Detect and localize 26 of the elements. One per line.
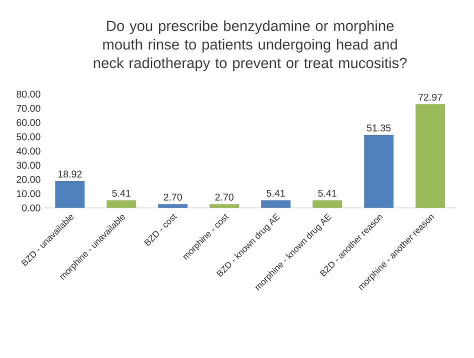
data-label: 2.70 — [215, 194, 234, 201]
y-tick-label: 50.00 — [16, 133, 40, 140]
bar — [55, 181, 85, 208]
bar — [261, 200, 291, 208]
y-tick-label: 20.00 — [16, 176, 40, 183]
bar — [210, 204, 240, 208]
y-tick-label: 80.00 — [16, 90, 40, 98]
data-label: 72.97 — [418, 94, 442, 101]
y-tick-label: 60.00 — [16, 119, 40, 126]
bar — [364, 134, 394, 208]
y-tick-label: 70.00 — [16, 104, 40, 112]
chart-title: Do you prescribe benzydamine or morphine mouth rinse to patients undergoing head and neck radiotherapy to prevent or treat mucositis? — [94, 20, 407, 72]
bar — [416, 104, 445, 208]
bar — [106, 200, 136, 208]
bar — [312, 200, 342, 208]
data-label: 18.92 — [58, 170, 82, 178]
y-tick-label: 0.00 — [22, 204, 40, 212]
data-label: 51.35 — [366, 124, 391, 132]
data-label: 2.70 — [164, 194, 182, 201]
bar — [158, 204, 188, 208]
data-label: 5.41 — [112, 190, 130, 197]
data-label: 5.41 — [266, 190, 285, 197]
y-tick-label: 10.00 — [16, 190, 40, 198]
data-label: 5.41 — [318, 190, 336, 197]
y-tick-label: 30.00 — [16, 162, 40, 169]
y-tick-label: 40.00 — [16, 148, 40, 154]
